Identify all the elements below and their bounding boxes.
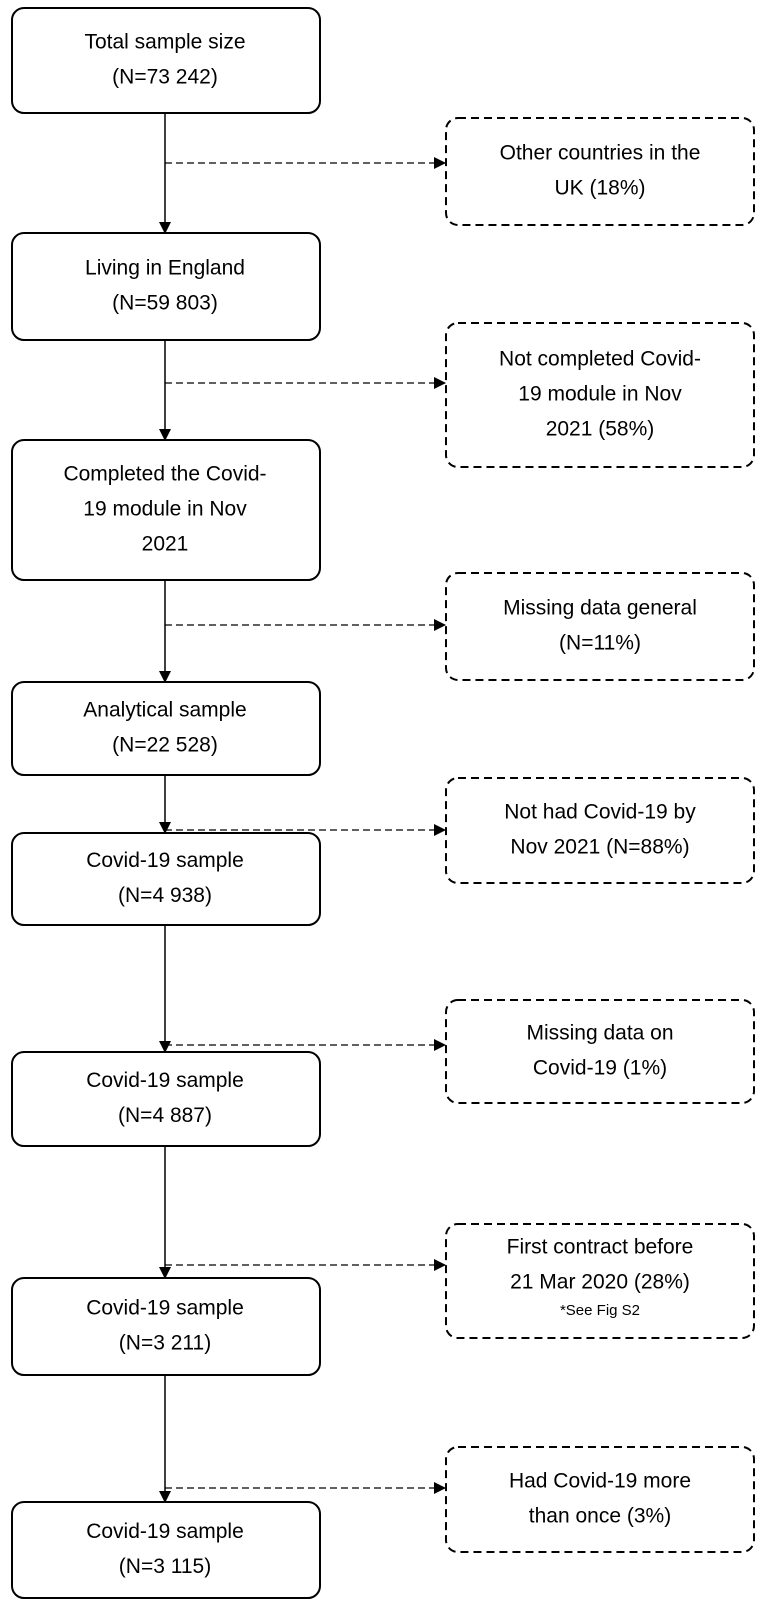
exclusion-text: than once (3%) (529, 1505, 671, 1528)
exclusion-text: Had Covid-19 more (509, 1470, 691, 1493)
exclusion-text: Not completed Covid- (499, 348, 701, 371)
exclusion-box (445, 572, 755, 681)
step-text: Covid-19 sample (86, 849, 244, 872)
exclusion-text: 21 Mar 2020 (28%) (510, 1270, 690, 1293)
step-box (11, 439, 321, 581)
exclusion-box (445, 1223, 755, 1339)
exclusion-text: Other countries in the (500, 142, 701, 165)
step-text: Completed the Covid- (63, 463, 266, 486)
step-text: Covid-19 sample (86, 1069, 244, 1092)
step-box (11, 7, 321, 114)
step-text: (N=73 242) (112, 66, 218, 89)
exclusion-text: First contract before (507, 1235, 694, 1258)
exclusion-box (445, 1446, 755, 1553)
exclusion-text: Nov 2021 (N=88%) (510, 836, 689, 859)
exclusion-text: (N=11%) (559, 632, 641, 655)
step-text: (N=4 938) (118, 884, 212, 907)
step-text: (N=3 115) (119, 1555, 211, 1578)
step-box (11, 681, 321, 776)
step-text: 19 module in Nov (83, 498, 247, 521)
step-text: Analytical sample (83, 699, 246, 722)
step-box (11, 1051, 321, 1147)
exclusion-text: 2021 (58%) (546, 418, 655, 441)
exclusion-box (445, 777, 755, 884)
step-text: (N=4 887) (118, 1104, 212, 1127)
step-text: Covid-19 sample (86, 1520, 244, 1543)
exclusion-box (445, 322, 755, 468)
step-text: (N=59 803) (112, 292, 218, 315)
exclusion-box (445, 999, 755, 1104)
exclusion-note: *See Fig S2 (560, 1302, 640, 1319)
exclusion-text: 19 module in Nov (518, 383, 682, 406)
step-text: Total sample size (84, 31, 245, 54)
step-box (11, 232, 321, 341)
exclusion-box (445, 117, 755, 226)
step-text: Covid-19 sample (86, 1297, 244, 1320)
step-box (11, 1277, 321, 1376)
step-box (11, 1501, 321, 1599)
step-text: (N=3 211) (119, 1332, 211, 1355)
exclusion-text: Missing data general (503, 597, 697, 620)
step-text: (N=22 528) (112, 734, 218, 757)
step-text: 2021 (142, 533, 189, 556)
exclusion-text: Covid-19 (1%) (533, 1057, 667, 1080)
step-box (11, 832, 321, 926)
exclusion-text: Not had Covid-19 by (504, 801, 696, 824)
exclusion-text: Missing data on (526, 1022, 673, 1045)
step-text: Living in England (85, 257, 245, 280)
exclusion-text: UK (18%) (554, 177, 645, 200)
